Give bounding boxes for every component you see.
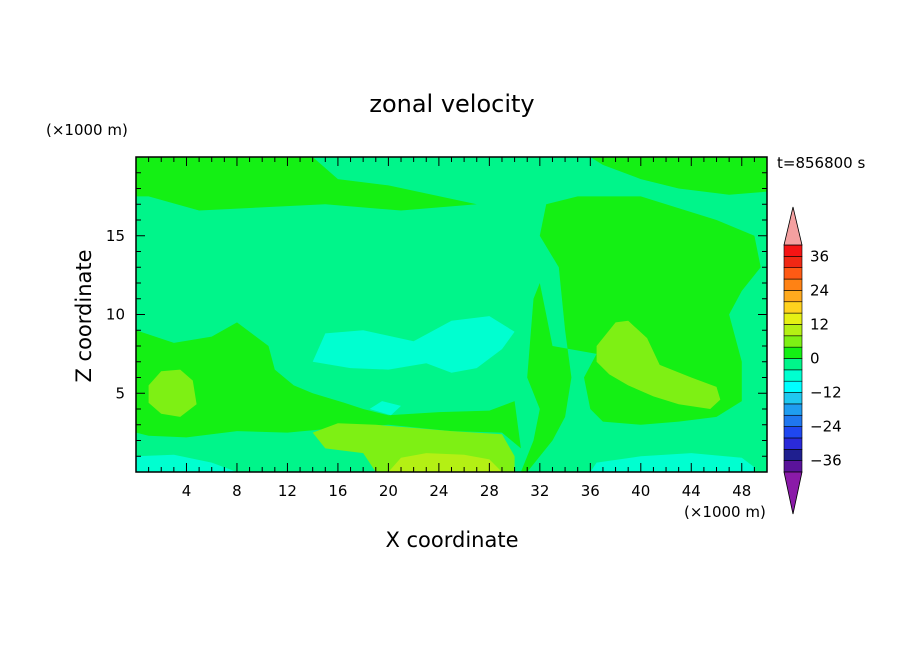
x-tick-label: 8 [232,482,242,500]
colorbar-tick-label: −24 [810,418,842,436]
contour-region-11 [590,453,755,472]
colorbar-tick-label: 12 [810,315,829,333]
x-tick-label: 40 [631,482,650,500]
colorbar-swatch [783,426,803,439]
colorbar-swatch [783,414,803,427]
colorbar-swatch [783,335,803,348]
colorbar-swatch [783,290,803,303]
x-tick-label: 20 [379,482,398,500]
chart-title: zonal velocity [369,90,534,118]
y-tick-label: 5 [115,384,125,402]
plot-area [135,156,768,473]
colorbar-swatch [783,267,803,280]
x-tick-label: 44 [682,482,701,500]
colorbar-swatch [783,324,803,337]
y-axis: 5 10 15 [106,172,767,457]
colorbar-swatch [783,460,803,473]
colorbar-tick-label: 0 [810,350,820,368]
x-tick-label: 28 [480,482,499,500]
colorbar-swatch [783,437,803,450]
colorbar-swatch [783,256,803,269]
colorbar-over-arrow [783,206,803,246]
contour-region-6 [596,320,721,409]
contour-region-0 [136,157,477,211]
colorbar-swatch [783,380,803,393]
y-units-label: (×1000 m) [46,121,128,139]
colorbar-under-arrow [783,471,803,515]
contour-region-9 [369,401,401,416]
colorbar-tick-label: 24 [810,281,829,299]
x-tick-label: 12 [278,482,297,500]
colorbar-swatch [783,301,803,314]
x-tick-label: 4 [182,482,192,500]
time-label: t=856800 s [777,154,865,172]
x-tick-label: 32 [530,482,549,500]
colorbar-swatch [783,369,803,382]
y-tick-label: 10 [106,306,125,324]
x-axis: 4 8 12 16 20 24 28 32 36 40 44 48 [148,157,755,500]
y-axis-label: Z coordinate [72,249,96,382]
x-tick-label: 24 [429,482,448,500]
colorbar-swatch [783,346,803,359]
y-tick-label: 15 [106,227,125,245]
contour-region-2 [136,322,521,449]
colorbar-swatch [783,358,803,371]
x-tick-label: 16 [328,482,347,500]
colorbar-tick-label: 36 [810,247,829,265]
colorbar: 36 24 12 0 −12 −24 −36 [783,206,842,515]
x-tick-label: 36 [581,482,600,500]
colorbar-swatch [783,403,803,416]
contour-region-4 [148,369,197,417]
contour-region-1 [590,157,767,195]
x-tick-label: 48 [732,482,751,500]
colorbar-swatch [783,312,803,325]
contour-region-8 [312,316,515,373]
contour-region-7 [388,453,502,472]
colorbar-tick-label: −36 [810,452,842,470]
x-axis-label: X coordinate [385,528,518,552]
colorbar-swatch [783,244,803,257]
colorbar-tick-label: −12 [810,384,842,402]
colorbar-swatch [783,278,803,291]
colorbar-swatch [783,448,803,461]
colorbar-swatch [783,392,803,405]
x-units-label: (×1000 m) [684,503,766,521]
